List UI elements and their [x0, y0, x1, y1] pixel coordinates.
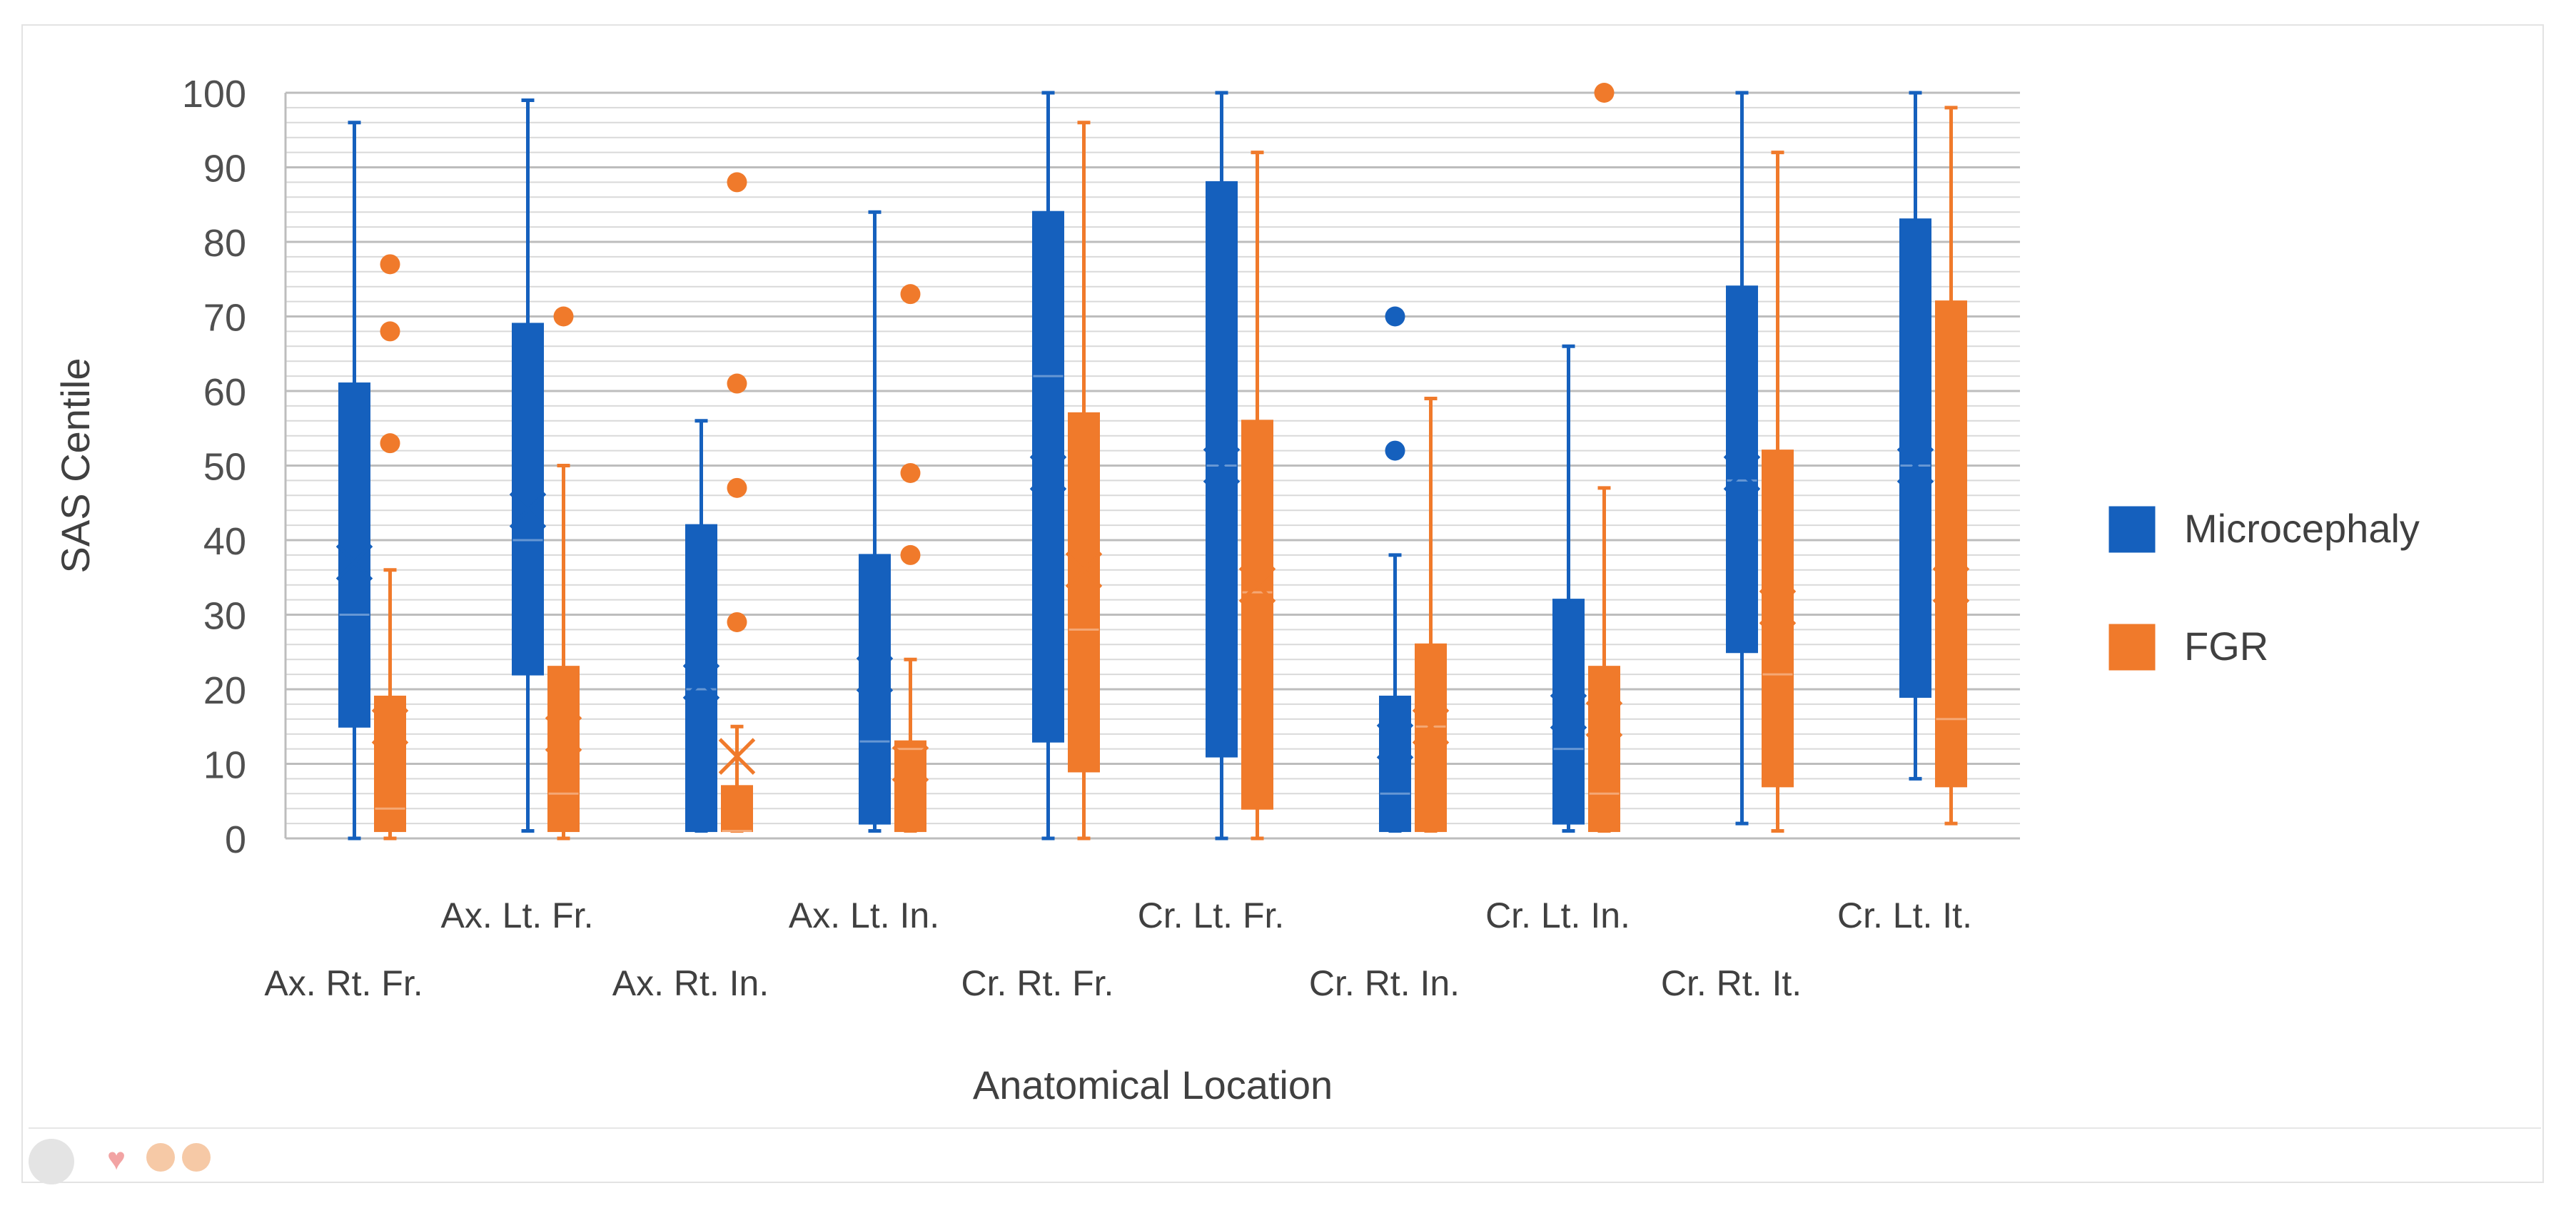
x-category-label: Cr. Lt. It. [1837, 895, 1972, 935]
legend-swatch [2108, 624, 2156, 671]
box-iqr [1241, 420, 1273, 810]
y-tick-label: 60 [203, 371, 246, 414]
box-plot-chart: 0 10 20 30 40 50 60 70 80 90 100 SAS Centile Ax. Rt.… [53, 73, 2420, 1107]
page-footer-fragment: ♥ [0, 1113, 2576, 1199]
legend-swatch [2108, 506, 2156, 553]
box-iqr [374, 695, 406, 833]
x-category-label: Ax. Rt. Fr. [264, 963, 423, 1003]
outlier-point [900, 544, 921, 565]
outlier-point [380, 321, 400, 342]
box-iqr [1206, 181, 1238, 758]
box-iqr [859, 554, 891, 825]
mean-marker [335, 544, 373, 582]
y-tick-label: 100 [182, 73, 246, 116]
outlier-point [727, 611, 747, 632]
mean-marker [1238, 566, 1276, 604]
mean-marker [371, 708, 409, 746]
y-tick-label: 70 [203, 297, 246, 340]
mean-marker [1376, 723, 1414, 760]
outlier-point [553, 306, 574, 327]
footer-divider [29, 1127, 2541, 1129]
mean-marker [1203, 447, 1241, 484]
heart-icon: ♥ [107, 1142, 126, 1177]
mean-marker [1550, 693, 1587, 731]
y-tick-label: 40 [203, 520, 246, 563]
outlier-point [380, 433, 400, 454]
box-iqr [894, 740, 926, 833]
legend-label: Microcephaly [2184, 506, 2420, 551]
mean-marker [1932, 566, 1970, 604]
mean-marker [1029, 455, 1067, 492]
mean-marker [1585, 701, 1623, 738]
mean-marker [509, 492, 547, 529]
box-iqr [1899, 218, 1931, 698]
outlier-point [900, 462, 921, 483]
box-iqr [1068, 412, 1100, 773]
emoji-icon [146, 1143, 175, 1172]
y-tick-label: 30 [203, 595, 246, 638]
y-tick-label: 20 [203, 669, 246, 712]
outlier-point [1594, 83, 1615, 103]
y-tick-label: 80 [203, 222, 246, 265]
y-tick-label: 90 [203, 148, 246, 191]
x-category-label: Cr. Rt. In. [1309, 963, 1460, 1003]
emoji-icon [182, 1143, 211, 1172]
avatar [29, 1139, 74, 1184]
chart-frame [21, 24, 2544, 1183]
box-iqr [1588, 666, 1620, 833]
box-iqr [1726, 285, 1758, 654]
mean-marker [682, 663, 720, 701]
box-iqr [721, 785, 753, 833]
x-axis-title: Anatomical Location [973, 1062, 1333, 1107]
mean-marker [718, 738, 756, 775]
x-category-label: Ax. Rt. In. [612, 963, 769, 1003]
y-tick-label: 10 [203, 744, 246, 787]
mean-marker [1065, 552, 1103, 589]
x-category-label: Ax. Lt. Fr. [441, 895, 594, 935]
outlier-point [727, 373, 747, 394]
legend-label: FGR [2184, 624, 2268, 669]
mean-marker [1759, 589, 1797, 626]
outlier-point [727, 477, 747, 498]
x-category-label: Cr. Lt. In. [1485, 895, 1630, 935]
x-category-label: Cr. Lt. Fr. [1138, 895, 1285, 935]
x-category-label: Ax. Lt. In. [789, 895, 939, 935]
mean-marker [1412, 708, 1450, 746]
outlier-point [380, 254, 400, 275]
mean-marker [892, 745, 929, 783]
y-tick-label: 50 [203, 446, 246, 489]
outlier-point [900, 284, 921, 305]
box-iqr [547, 666, 580, 833]
y-tick-label: 0 [225, 818, 246, 861]
x-category-label: Cr. Rt. It. [1661, 963, 1802, 1003]
mean-marker [1896, 447, 1934, 484]
outlier-point [1385, 306, 1405, 327]
x-category-label: Cr. Rt. Fr. [961, 963, 1114, 1003]
box-iqr [1032, 210, 1064, 743]
box-iqr [338, 382, 370, 728]
mean-marker [856, 656, 894, 693]
box-iqr [1379, 695, 1411, 833]
outlier-point [727, 172, 747, 193]
y-axis-title: SAS Centile [53, 358, 98, 574]
box-iqr [685, 524, 717, 833]
mean-marker [545, 715, 582, 753]
outlier-point [1385, 440, 1405, 461]
box-iqr [1935, 300, 1967, 788]
mean-marker [1723, 455, 1761, 492]
